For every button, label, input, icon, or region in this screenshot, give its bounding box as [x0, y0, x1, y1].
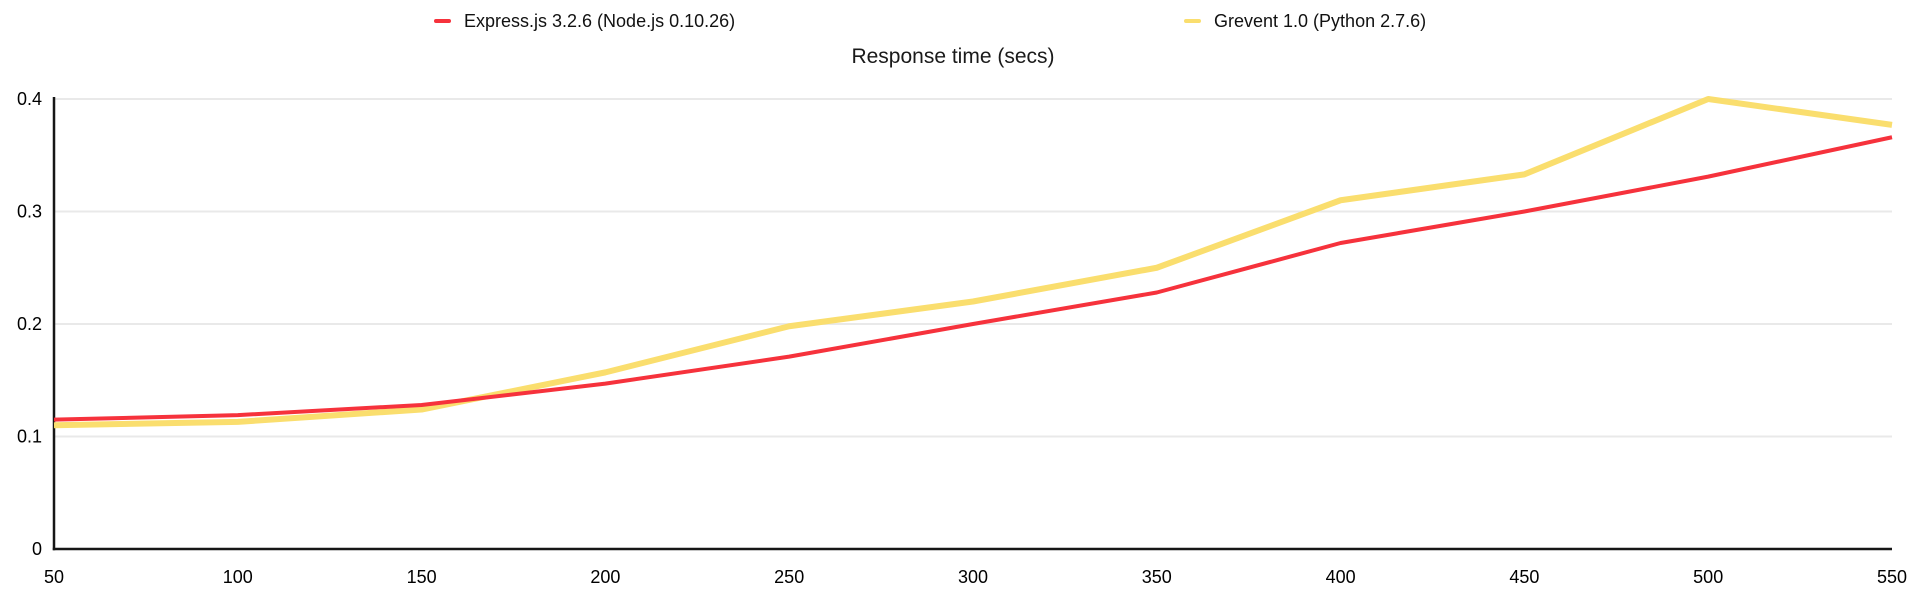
x-tick-label: 400 [1326, 567, 1356, 587]
y-tick-label: 0.4 [17, 89, 42, 109]
series-line [53, 96, 1893, 429]
x-tick-label: 450 [1509, 567, 1539, 587]
x-tick-label: 250 [774, 567, 804, 587]
legend-item-express: Express.js 3.2.6 (Node.js 0.10.26) [434, 8, 735, 34]
legend-dash-grevent-icon [1184, 19, 1201, 23]
chart-title: Response time (secs) [851, 45, 1055, 68]
y-tick-label: 0.1 [17, 427, 42, 447]
legend-dash-express-icon [434, 19, 451, 23]
x-tick-label: 300 [958, 567, 988, 587]
legend-label-grevent: Grevent 1.0 (Python 2.7.6) [1214, 10, 1427, 31]
y-tick-label: 0.3 [17, 202, 42, 222]
x-tick-label: 150 [407, 567, 437, 587]
x-tick-label: 100 [223, 567, 253, 587]
x-tick-label: 200 [590, 567, 620, 587]
x-tick-label: 500 [1693, 567, 1723, 587]
series-line [53, 135, 1893, 422]
legend-label-express: Express.js 3.2.6 (Node.js 0.10.26) [464, 10, 736, 31]
y-tick-label: 0 [32, 539, 42, 559]
x-tick-label: 550 [1877, 567, 1907, 587]
x-tick-label: 350 [1142, 567, 1172, 587]
y-tick-label: 0.2 [17, 314, 42, 334]
legend-item-grevent: Grevent 1.0 (Python 2.7.6) [1184, 8, 1426, 34]
x-tick-label: 50 [44, 567, 64, 587]
